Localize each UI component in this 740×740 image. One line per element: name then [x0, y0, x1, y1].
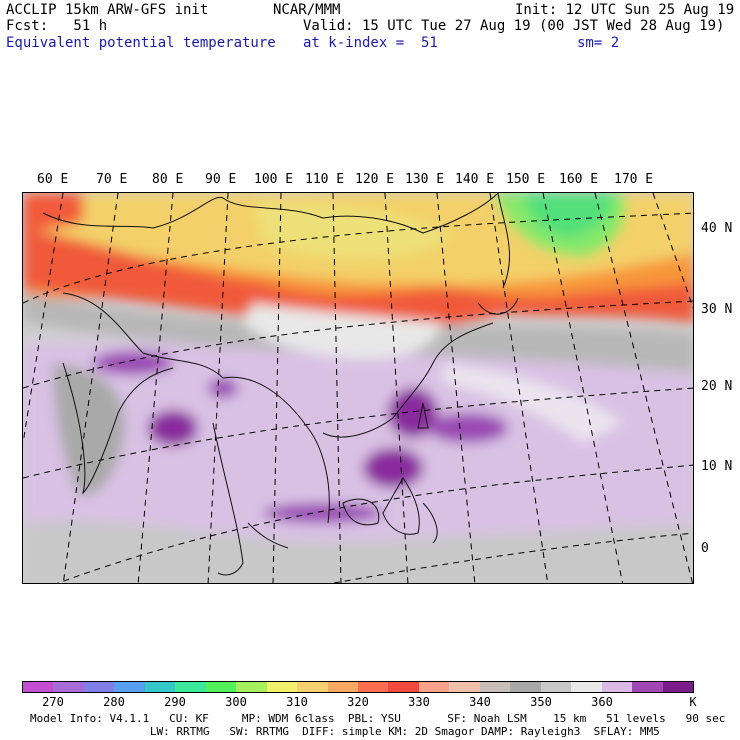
- init-time: Init: 12 UTC Sun 25 Aug 19: [515, 2, 735, 18]
- lat-label: 20 N: [701, 379, 733, 394]
- colorbar-swatch: [175, 682, 206, 692]
- lat-label: 0: [701, 541, 709, 556]
- lat-lon-grid: [23, 193, 693, 583]
- lon-label: 80 E: [152, 172, 184, 187]
- colorbar-swatch: [23, 682, 54, 692]
- colorbar-swatch: [540, 682, 572, 692]
- model-info-line1: Model Info: V4.1.1 CU: KF MP: WDM 6class…: [30, 712, 726, 725]
- colorbar-label: 320: [347, 695, 369, 709]
- lon-label: 110 E: [305, 172, 345, 187]
- field-name: Equivalent potential temperature: [6, 35, 276, 51]
- colorbar-swatch: [236, 682, 267, 692]
- lat-label: 40 N: [701, 221, 733, 236]
- lon-label: 100 E: [254, 172, 294, 187]
- colorbar-swatch: [297, 682, 328, 692]
- lat-label: 30 N: [701, 302, 733, 317]
- forecast-hour: Fcst: 51 h: [6, 18, 108, 34]
- colorbar-swatch: [83, 682, 115, 692]
- colorbar-label: 310: [286, 695, 308, 709]
- valid-time: Valid: 15 UTC Tue 27 Aug 19 (00 JST Wed …: [303, 18, 725, 34]
- colorbar-swatch: [662, 682, 693, 692]
- colorbar-label: 280: [103, 695, 125, 709]
- colorbar-swatch: [571, 682, 602, 692]
- colorbar-swatch: [510, 682, 541, 692]
- lon-label: 170 E: [614, 172, 654, 187]
- lon-label: 150 E: [506, 172, 546, 187]
- colorbar-label: 340: [469, 695, 491, 709]
- colorbar-label: 360: [591, 695, 613, 709]
- colorbar-swatch: [266, 682, 298, 692]
- colorbar-swatch: [632, 682, 663, 692]
- coastlines: [42, 193, 519, 576]
- model-title: ACCLIP 15km ARW-GFS init: [6, 2, 209, 18]
- lon-label: 130 E: [405, 172, 445, 187]
- lat-label: 10 N: [701, 459, 733, 474]
- colorbar-label: 290: [164, 695, 186, 709]
- colorbar: [22, 681, 694, 693]
- colorbar-swatch: [388, 682, 419, 692]
- lon-label: 90 E: [205, 172, 237, 187]
- colorbar-unit: K: [689, 695, 697, 709]
- lon-label: 140 E: [455, 172, 495, 187]
- colorbar-label: 270: [42, 695, 64, 709]
- org-label: NCAR/MMM: [273, 2, 341, 18]
- lon-label: 70 E: [96, 172, 128, 187]
- colorbar-label: 300: [225, 695, 247, 709]
- colorbar-swatch: [601, 682, 633, 692]
- colorbar-swatch: [53, 682, 84, 692]
- colorbar-label: 350: [530, 695, 552, 709]
- map-panel: [22, 192, 694, 584]
- smoothing-label: sm= 2: [577, 35, 620, 51]
- colorbar-label: 330: [408, 695, 430, 709]
- lon-label: 120 E: [355, 172, 395, 187]
- colorbar-swatch: [479, 682, 511, 692]
- k-index-label: at k-index = 51: [303, 35, 438, 51]
- colorbar-swatch: [357, 682, 389, 692]
- colorbar-swatch: [449, 682, 480, 692]
- lon-label: 160 E: [559, 172, 599, 187]
- colorbar-swatch: [327, 682, 358, 692]
- colorbar-swatch: [205, 682, 237, 692]
- model-info-line2: LW: RRTMG SW: RRTMG DIFF: simple KM: 2D …: [130, 725, 660, 738]
- lon-label: 60 E: [37, 172, 69, 187]
- colorbar-swatch: [114, 682, 145, 692]
- colorbar-swatch: [144, 682, 176, 692]
- theta-e-map: [23, 193, 693, 583]
- colorbar-swatch: [418, 682, 450, 692]
